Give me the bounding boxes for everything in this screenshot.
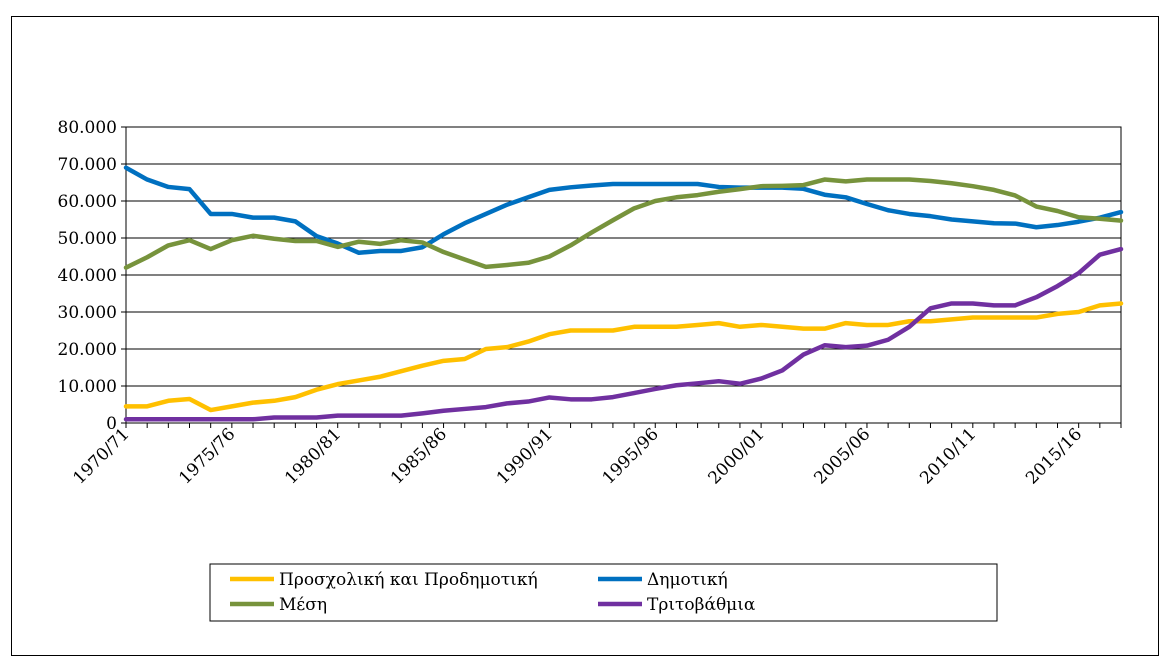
line-chart: 0 10.000 20.000 30.000 40.000 50.000 60.000 70.… bbox=[58, 118, 1124, 622]
y-tick-label: 50.000 bbox=[58, 229, 117, 249]
x-tick-label: 1985/86 bbox=[387, 424, 451, 488]
series-line-2 bbox=[123, 165, 1124, 256]
legend-label: Δημοτική bbox=[647, 570, 728, 590]
x-tick-label: 1990/91 bbox=[493, 424, 557, 488]
legend-label: Μέση bbox=[279, 595, 327, 615]
series-line-4 bbox=[123, 246, 1124, 422]
series-line-3 bbox=[123, 177, 1124, 270]
x-tick-label: 2000/01 bbox=[705, 424, 769, 488]
x-tick-label: 1975/76 bbox=[175, 424, 239, 488]
y-tick-label: 60.000 bbox=[58, 192, 117, 212]
x-tick-label: 2005/06 bbox=[810, 424, 874, 488]
y-tick-label: 40.000 bbox=[58, 266, 117, 286]
legend-box bbox=[209, 563, 998, 622]
legend-label: Τριτοβάθμια bbox=[647, 595, 756, 615]
x-tick-label: 1980/81 bbox=[281, 424, 345, 488]
x-tick-label: 1995/96 bbox=[599, 424, 663, 488]
series-line-1 bbox=[123, 301, 1124, 413]
y-tick-label: 70.000 bbox=[58, 155, 117, 175]
legend-label: Προσχολική και Προδημοτική bbox=[279, 570, 538, 590]
chart-area: 0 10.000 20.000 30.000 40.000 50.000 60.000 70.… bbox=[11, 16, 1159, 656]
x-tick-label: 2010/11 bbox=[916, 424, 980, 488]
y-tick-label: 10.000 bbox=[58, 377, 117, 397]
y-tick-label: 30.000 bbox=[58, 303, 117, 323]
y-tick-label: 20.000 bbox=[58, 340, 117, 360]
x-tick-label: 2015/16 bbox=[1022, 424, 1086, 488]
y-tick-label: 0 bbox=[106, 414, 117, 434]
x-tick-label: 1970/71 bbox=[69, 424, 133, 488]
y-tick-label: 80.000 bbox=[58, 118, 117, 138]
